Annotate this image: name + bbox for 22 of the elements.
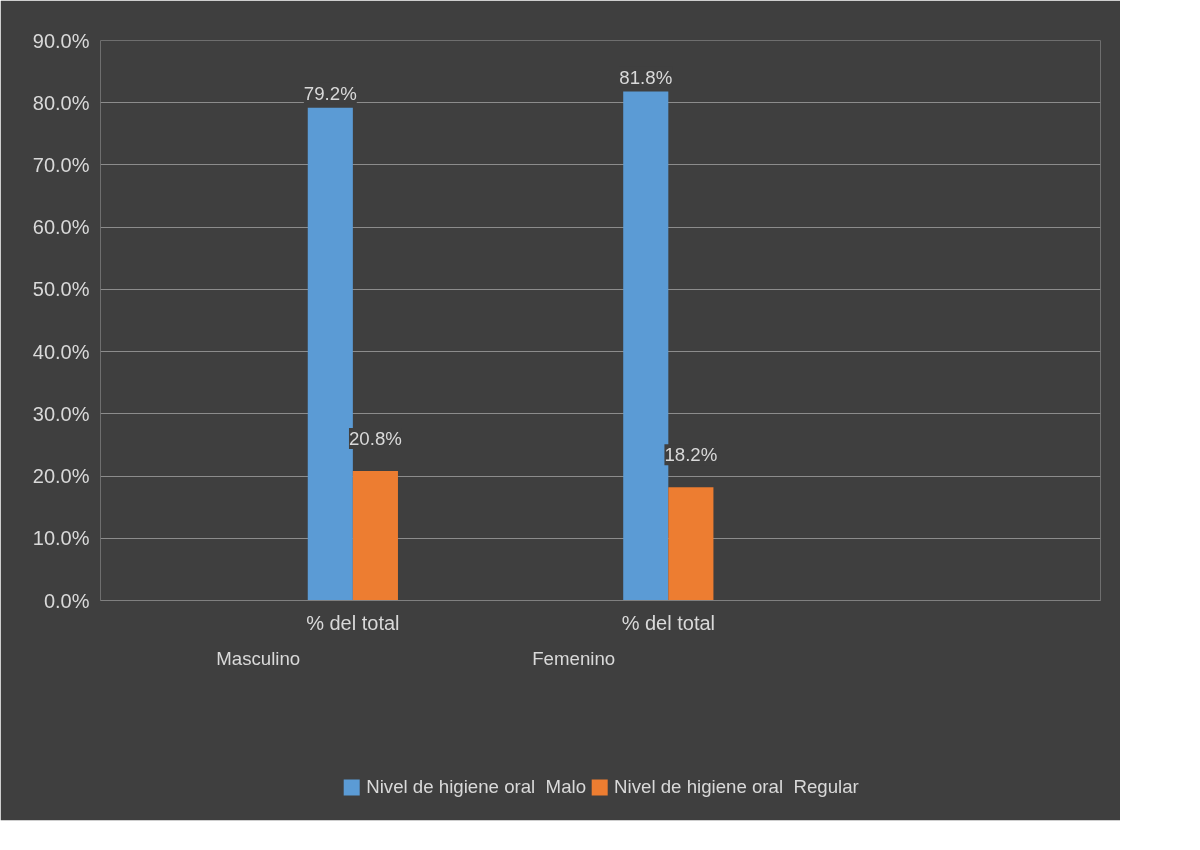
text: Femenino [532,647,616,669]
y-tick-label: 40.0% [32,340,90,363]
y-tick-label: 50.0% [32,278,90,301]
bar [668,487,714,601]
x-tick-label: % del total [621,611,716,634]
y-tick-label: 60.0% [32,216,90,239]
y-tick-label: 0.0% [43,589,90,612]
x-tick-label: % del total [306,611,400,634]
data-label: 81.8% [619,66,673,88]
y-tick-label: 90.0% [32,29,90,52]
y-tick-label: 10.0% [32,527,90,550]
bar [352,471,398,601]
y-tick-label: 80.0% [32,91,90,114]
text: Masculino [216,647,301,669]
legend-label: Nivel de higiene oral Regular [614,775,859,798]
y-tick-label: 70.0% [32,153,90,176]
data-label: 18.2% [664,444,718,466]
data-label: 20.8% [348,428,402,450]
legend-label: Nivel de higiene oral Malo [366,775,587,798]
y-tick-label: 30.0% [32,402,90,425]
y-tick-label: 20.0% [32,465,90,488]
data-label: 79.2% [303,82,357,104]
